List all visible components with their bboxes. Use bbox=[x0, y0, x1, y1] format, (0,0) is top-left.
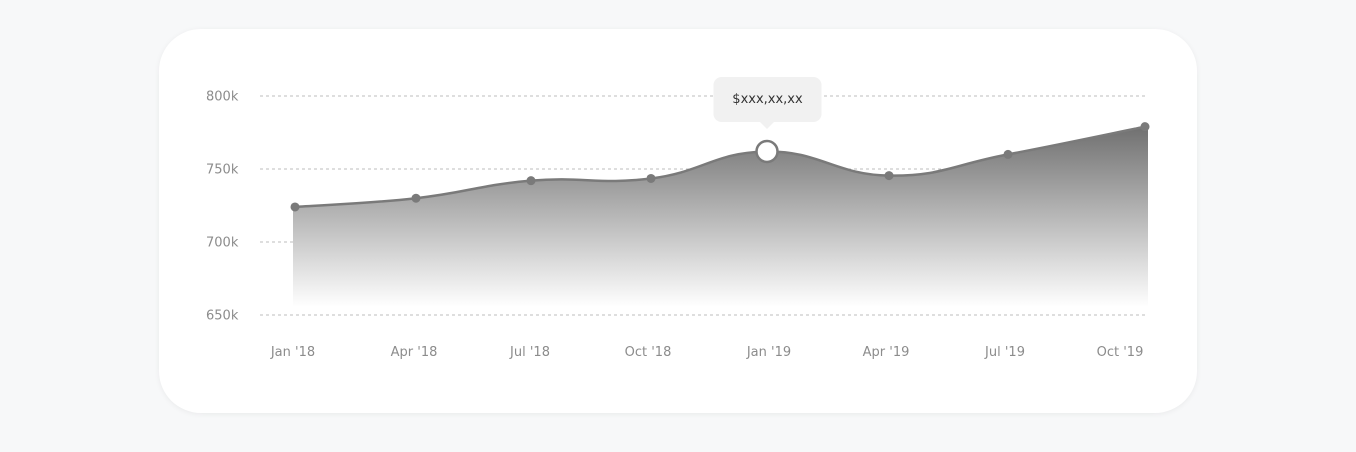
data-point[interactable] bbox=[411, 193, 421, 203]
y-tick-label: 700k bbox=[206, 236, 239, 251]
x-tick-label: Oct '19 bbox=[1097, 345, 1144, 360]
data-point[interactable] bbox=[646, 173, 656, 183]
data-point[interactable] bbox=[1003, 149, 1013, 159]
data-point[interactable] bbox=[1140, 122, 1150, 132]
area-fill bbox=[293, 126, 1148, 307]
data-point[interactable] bbox=[526, 176, 536, 186]
x-tick-label: Jul '19 bbox=[984, 345, 1025, 360]
tooltip-arrow bbox=[760, 122, 774, 129]
x-tick-label: Jan '18 bbox=[270, 345, 315, 360]
x-tick-label: Apr '19 bbox=[863, 345, 910, 360]
y-tick-label: 800k bbox=[206, 90, 239, 105]
highlighted-data-point[interactable] bbox=[755, 139, 779, 164]
series-area bbox=[293, 125, 1148, 307]
data-points[interactable] bbox=[290, 122, 1150, 212]
tooltip-box bbox=[713, 77, 822, 122]
data-point[interactable] bbox=[884, 171, 894, 181]
y-axis-labels: 800k 750k 700k 650k bbox=[206, 90, 239, 324]
tooltip: $xxx,xx,xx bbox=[713, 77, 822, 129]
x-tick-label: Apr '18 bbox=[391, 345, 438, 360]
x-tick-label: Jan '19 bbox=[746, 345, 791, 360]
tooltip-value: $xxx,xx,xx bbox=[732, 92, 803, 107]
x-axis-labels: Jan '18 Apr '18 Jul '18 Oct '18 Jan '19 Apr '… bbox=[270, 345, 1144, 360]
y-tick-label: 650k bbox=[206, 309, 239, 324]
series-line bbox=[294, 125, 1146, 209]
y-tick-label: 750k bbox=[206, 163, 239, 178]
data-point[interactable] bbox=[290, 202, 300, 212]
x-tick-label: Jul '18 bbox=[509, 345, 550, 360]
x-tick-label: Oct '18 bbox=[625, 345, 672, 360]
